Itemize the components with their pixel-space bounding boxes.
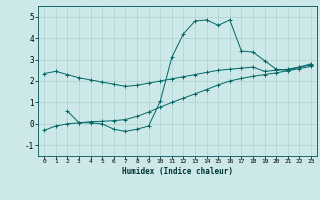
X-axis label: Humidex (Indice chaleur): Humidex (Indice chaleur) <box>122 167 233 176</box>
